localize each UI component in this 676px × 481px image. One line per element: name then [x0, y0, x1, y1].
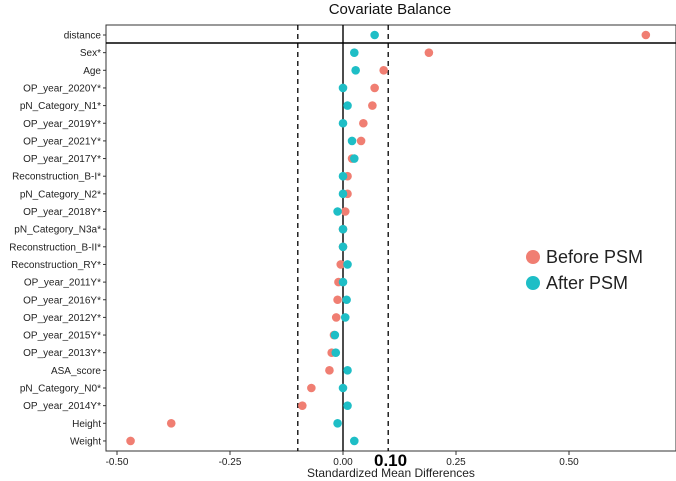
after-psm-point [338, 277, 348, 287]
after-psm-point [338, 189, 348, 199]
before-psm-point [298, 401, 307, 410]
before-psm-point [379, 66, 388, 75]
before-psm-point [641, 30, 651, 40]
y-tick-label: OP_year_2015Y* [23, 331, 101, 342]
before-psm-point [359, 118, 368, 128]
legend-swatch [526, 250, 540, 264]
after-psm-point [370, 30, 379, 40]
before-psm-point [356, 136, 366, 146]
data-points [126, 30, 651, 446]
y-tick-label: OP_year_2019Y* [23, 119, 101, 130]
y-tick-label: OP_year_2012Y* [23, 313, 101, 324]
y-tick-label: Sex* [80, 48, 101, 59]
before-psm-point [331, 313, 341, 322]
after-psm-point [330, 330, 340, 340]
before-psm-point [325, 366, 334, 375]
before-psm-point [340, 207, 350, 216]
y-tick-label: Reconstruction_B-II* [9, 242, 101, 253]
x-tick-label: -0.50 [106, 457, 129, 468]
y-tick-label: OP_year_2018Y* [23, 207, 101, 218]
after-psm-point [338, 171, 348, 181]
x-axis-ticks: -0.50 -0.25 0.00 0.25 0.50 [106, 451, 579, 468]
y-tick-label: Age [83, 66, 101, 77]
after-psm-point [343, 101, 352, 110]
x-tick-label: 0.00 [333, 457, 353, 468]
y-tick-label: OP_year_2016Y* [23, 295, 101, 306]
after-psm-point [338, 83, 348, 93]
before-psm-point [126, 436, 135, 446]
before-psm-point [368, 101, 377, 110]
after-psm-point [343, 366, 352, 375]
after-psm-point [331, 348, 341, 358]
x-tick-label: -0.25 [219, 457, 242, 468]
after-psm-point [338, 224, 348, 234]
chart-title: Covariate Balance [329, 1, 452, 18]
y-tick-label: OP_year_2014Y* [23, 401, 101, 412]
after-psm-point [350, 436, 359, 446]
before-psm-point [307, 383, 316, 393]
y-tick-label: pN_Category_N0* [20, 384, 101, 395]
y-tick-label: OP_year_2011Y* [24, 278, 101, 289]
after-psm-point [338, 118, 348, 128]
y-tick-label: pN_Category_N1* [20, 101, 101, 112]
y-tick-label: OP_year_2020Y* [23, 83, 101, 94]
y-tick-label: Reconstruction_B-I* [12, 172, 101, 183]
y-tick-label: Weight [70, 436, 101, 447]
legend-label: After PSM [546, 273, 628, 293]
y-tick-label: ASA_score [51, 366, 101, 377]
legend-swatch [526, 276, 540, 290]
before-psm-point [370, 83, 379, 93]
y-tick-label: Height [72, 419, 101, 430]
before-psm-point [166, 419, 176, 428]
y-tick-label: pN_Category_N2* [20, 189, 101, 200]
after-psm-point [350, 154, 359, 163]
y-tick-label: pN_Category_N3a* [14, 225, 101, 236]
y-tick-label: distance [64, 31, 102, 42]
after-psm-point [342, 295, 351, 305]
y-axis-labels: distance Sex* Age OP_year_2020Y* pN_Category… [9, 31, 106, 447]
after-psm-point [350, 48, 359, 57]
after-psm-point [351, 66, 360, 75]
x-tick-label: 0.25 [446, 457, 466, 468]
plot-frame [105, 24, 676, 452]
y-tick-label: OP_year_2021Y* [23, 136, 101, 147]
x-tick-label: 0.50 [559, 457, 579, 468]
after-psm-point [343, 260, 352, 269]
after-psm-point [340, 313, 350, 322]
x-axis-title: Standardized Mean Differences [307, 466, 475, 480]
after-psm-point [338, 383, 348, 393]
y-tick-label: OP_year_2017Y* [23, 154, 101, 165]
before-psm-point [336, 260, 346, 269]
y-tick-label: OP_year_2013Y* [23, 348, 101, 359]
legend-label: Before PSM [546, 247, 643, 267]
y-tick-label: Reconstruction_RY* [11, 260, 101, 271]
after-psm-point [333, 419, 342, 428]
reference-lines [297, 25, 389, 451]
legend: Before PSM After PSM [526, 247, 643, 293]
after-psm-point [333, 207, 342, 216]
before-psm-point [333, 295, 342, 305]
before-psm-point [424, 48, 434, 57]
after-psm-point [338, 242, 348, 252]
threshold-annotation: 0.10 [374, 451, 407, 470]
after-psm-point [343, 401, 352, 410]
after-psm-point [347, 136, 357, 146]
